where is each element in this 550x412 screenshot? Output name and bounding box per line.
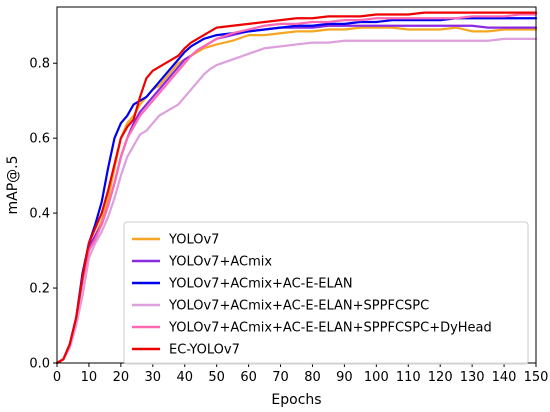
x-axis-label: Epochs <box>271 392 321 408</box>
series-line-6 <box>55 11 538 365</box>
x-tick-label: 20 <box>113 370 130 385</box>
legend-entry-label: EC-YOLOv7 <box>169 343 240 358</box>
x-tick-label: 90 <box>336 370 353 385</box>
y-tick-label: 0.4 <box>29 207 50 222</box>
legend-entry-label: YOLOv7+ACmix+AC-E-ELAN <box>168 277 353 292</box>
x-tick-label: 40 <box>176 370 193 385</box>
x-tick-label: 130 <box>460 370 485 385</box>
x-tick-label: 30 <box>145 370 162 385</box>
x-tick-label: 110 <box>396 370 421 385</box>
legend-entry-label: YOLOv7+ACmix+AC-E-ELAN+SPPFCSPC+DyHead <box>168 321 492 336</box>
legend-box <box>123 221 529 365</box>
x-tick-label: 120 <box>428 370 453 385</box>
x-tick-label: 140 <box>492 370 517 385</box>
y-tick-label: 0.6 <box>29 132 50 147</box>
legend-entry-label: YOLOv7 <box>168 233 219 248</box>
series-layer <box>55 11 538 365</box>
x-tick-label: 10 <box>81 370 98 385</box>
y-tick-label: 0.8 <box>29 57 50 72</box>
series-line-5 <box>55 13 538 365</box>
x-tick-label: 80 <box>304 370 321 385</box>
x-tick-label: 100 <box>364 370 389 385</box>
x-tick-label: 50 <box>208 370 225 385</box>
series-line-3 <box>55 17 538 365</box>
legend: YOLOv7 YOLOv7+ACmix YOLOv7+ACmix+AC-E-ELAN… <box>123 221 529 365</box>
y-tick-label: 0.2 <box>29 282 50 297</box>
x-tick-label: 60 <box>240 370 257 385</box>
y-axis-label: mAP@.5 <box>5 155 21 214</box>
y-tick-label: 0.0 <box>29 357 50 372</box>
x-tick-label: 0 <box>53 370 61 385</box>
x-axis: 0 10 20 30 40 50 60 70 80 90 100 110 120 130 140 150 <box>53 363 549 385</box>
series-line-1 <box>55 26 538 365</box>
x-tick-label: 70 <box>272 370 289 385</box>
x-tick-label: 150 <box>524 370 549 385</box>
legend-entry-label: YOLOv7+ACmix <box>168 255 272 270</box>
series-line-4 <box>55 37 538 365</box>
legend-entry-label: YOLOv7+ACmix+AC-E-ELAN+SPPFCSPC <box>168 299 429 314</box>
y-axis: 0.0 0.2 0.4 0.6 0.8 <box>29 57 57 372</box>
